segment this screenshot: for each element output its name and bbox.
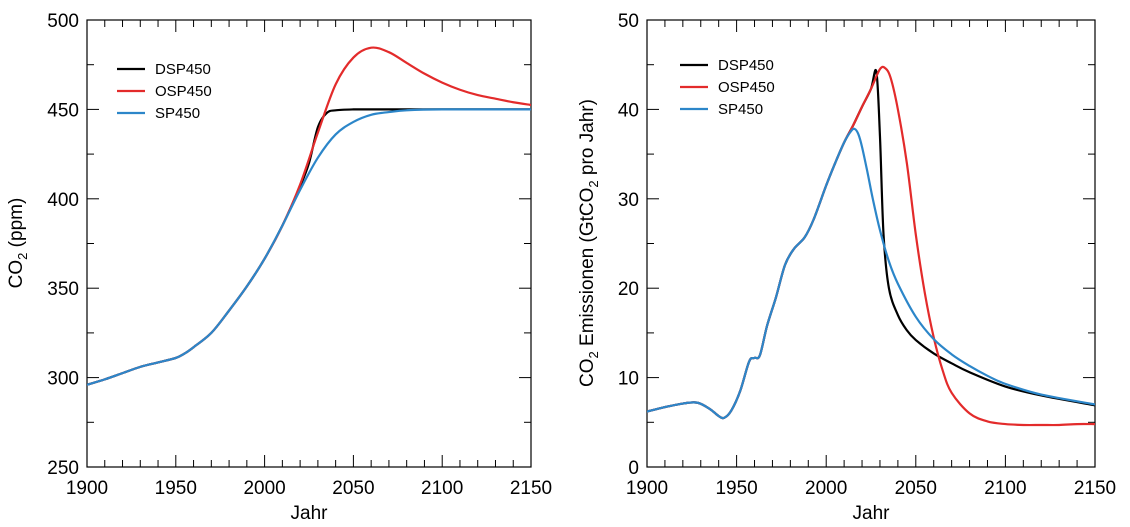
series-line-osp450 xyxy=(87,46,531,386)
y-tick-label: 400 xyxy=(47,190,79,211)
series-line-osp450 xyxy=(647,65,1095,427)
legend-label-dsp450: DSP450 xyxy=(718,57,774,74)
y-tick-label: 300 xyxy=(47,369,79,390)
legend-label-sp450: SP450 xyxy=(718,101,763,118)
x-axis-label: Jahr xyxy=(291,503,329,524)
legend: DSP450 OSP450 SP450 xyxy=(680,57,775,118)
x-tick-label: 2100 xyxy=(984,478,1026,499)
chart-panel-1: 1900 1950 2000 2050 2100 2150 250 300 350 400 450 5… xyxy=(6,11,552,524)
y-axis-label-subscript: 2 xyxy=(586,180,601,187)
y-tick-label: 50 xyxy=(618,11,639,32)
y-tick-label: 250 xyxy=(47,458,79,479)
x-tick-label: 2050 xyxy=(332,478,374,499)
y-axis-label-text: CO xyxy=(6,260,27,289)
x-tick-label: 2000 xyxy=(805,478,847,499)
x-tick-label: 2000 xyxy=(243,478,285,499)
y-axis-label-subscript: 2 xyxy=(586,351,601,358)
series-line-dsp450 xyxy=(647,68,1095,420)
y-axis-label-text: (ppm) xyxy=(6,198,27,253)
y-tick-label: 10 xyxy=(618,369,639,390)
x-tick-label: 2150 xyxy=(1074,478,1116,499)
y-axis-label-text: CO xyxy=(577,358,598,387)
series-line-sp450 xyxy=(647,127,1095,420)
y-tick-label: 450 xyxy=(47,100,79,121)
x-tick-label: 1950 xyxy=(155,478,197,499)
legend-label-sp450: SP450 xyxy=(155,105,200,122)
x-tick-label: 1950 xyxy=(715,478,757,499)
x-tick-label: 1900 xyxy=(66,478,108,499)
x-tick-label: 2150 xyxy=(510,478,552,499)
y-axis-label: CO2 Emissionen (GtCO2 pro Jahr) xyxy=(577,99,601,387)
y-tick-label: 20 xyxy=(618,279,639,300)
x-tick-label: 1900 xyxy=(626,478,668,499)
x-tick-label: 2050 xyxy=(895,478,937,499)
legend-label-dsp450: DSP450 xyxy=(155,61,211,78)
y-tick-label: 40 xyxy=(618,100,639,121)
y-tick-label: 500 xyxy=(47,11,79,32)
y-tick-label: 350 xyxy=(47,279,79,300)
plot-frame xyxy=(86,19,532,468)
y-tick-label: 0 xyxy=(628,458,639,479)
series-line-sp450 xyxy=(87,108,531,386)
x-axis-label: Jahr xyxy=(853,503,891,524)
legend-label-osp450: OSP450 xyxy=(155,83,212,100)
chart-panel-2: 1900 1950 2000 2050 2100 2150 0 10 20 30 40 50 Jahr C… xyxy=(577,11,1116,524)
y-axis-label-text: Emissionen (GtCO xyxy=(577,188,598,352)
y-tick-label: 30 xyxy=(618,190,639,211)
y-axis-label-text: pro Jahr) xyxy=(577,99,598,180)
legend-label-osp450: OSP450 xyxy=(718,79,775,96)
series-line-dsp450 xyxy=(87,108,531,386)
y-axis-label-subscript: 2 xyxy=(15,253,30,260)
legend: DSP450 OSP450 SP450 xyxy=(117,61,212,122)
y-axis-label: CO2 (ppm) xyxy=(6,198,30,289)
x-tick-label: 2100 xyxy=(421,478,463,499)
